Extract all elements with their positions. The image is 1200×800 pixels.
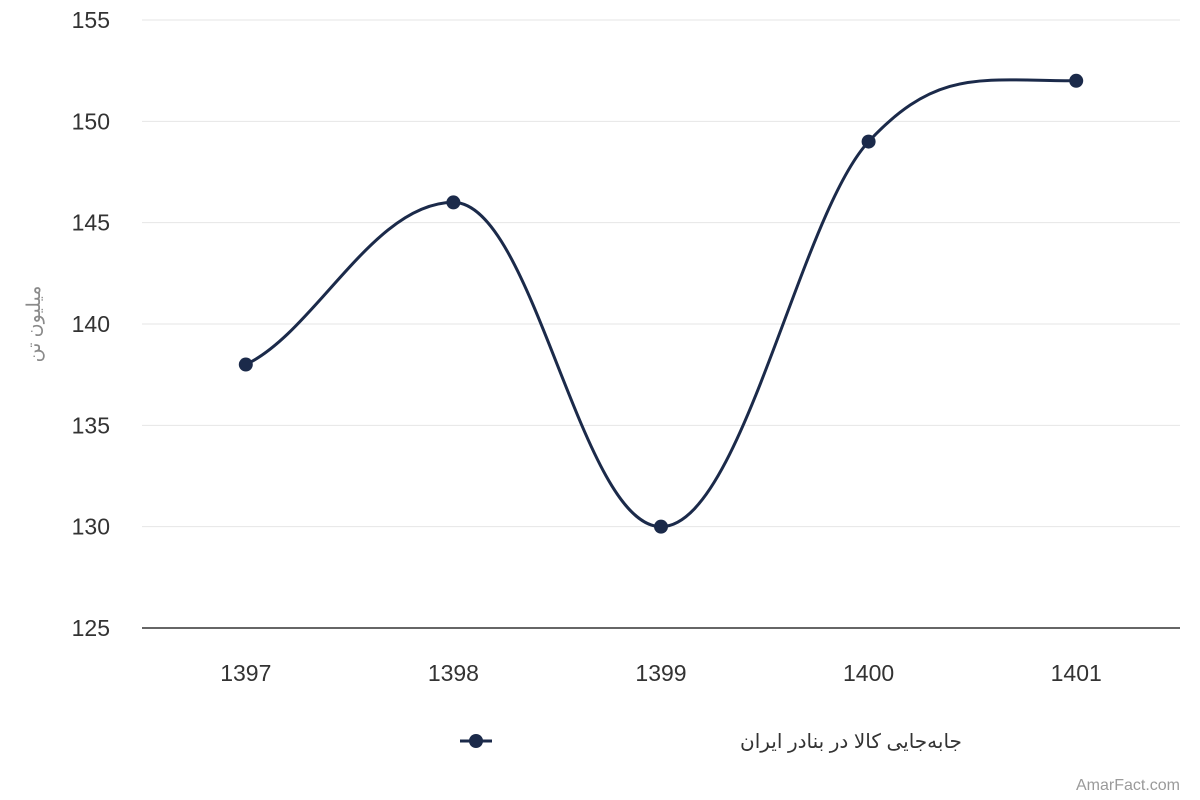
data-point[interactable] — [446, 195, 461, 210]
legend[interactable]: جابه‌جایی کالا در بنادر ایران — [460, 731, 962, 753]
legend-label: جابه‌جایی کالا در بنادر ایران — [740, 731, 962, 753]
gridlines — [142, 19, 1180, 528]
y-tick-label: 140 — [72, 311, 110, 337]
y-tick-label: 130 — [72, 514, 110, 540]
y-tick-label: 150 — [72, 108, 110, 134]
y-tick-label: 135 — [72, 412, 110, 438]
y-tick-label: 155 — [72, 7, 110, 33]
watermark-text: AmarFact.com — [1076, 777, 1180, 794]
y-axis-title: میلیون تن — [24, 286, 45, 363]
y-tick-label: 145 — [72, 210, 110, 236]
x-tick-label: 1397 — [220, 660, 271, 686]
x-tick-label: 1399 — [635, 660, 686, 686]
data-point[interactable] — [654, 519, 668, 534]
series-line — [245, 78, 1077, 529]
series-layer — [238, 73, 1084, 534]
legend-marker-icon — [469, 734, 483, 748]
data-point[interactable] — [1069, 73, 1084, 88]
x-tick-label: 1398 — [428, 660, 479, 686]
data-point[interactable] — [238, 357, 253, 372]
y-axis-ticks: 125 130 135 140 145 150 155 — [72, 7, 110, 641]
data-point[interactable] — [861, 134, 876, 149]
x-axis-ticks: 1397 1398 1399 1400 1401 — [220, 660, 1102, 686]
y-tick-label: 125 — [72, 615, 110, 641]
x-tick-label: 1401 — [1051, 660, 1102, 686]
x-tick-label: 1400 — [843, 660, 894, 686]
